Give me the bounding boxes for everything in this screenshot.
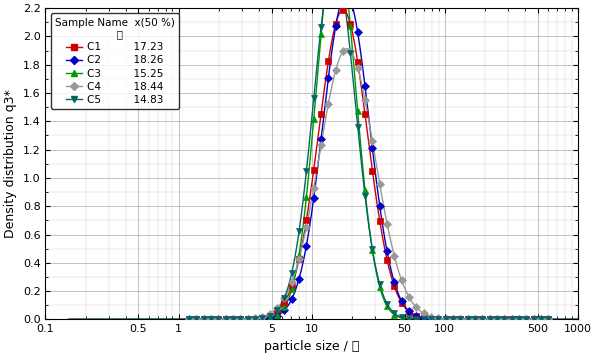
X-axis label: particle size / 萑: particle size / 萑 — [264, 340, 359, 353]
Y-axis label: Density distribution q3*: Density distribution q3* — [4, 89, 17, 238]
Legend: C1          17.23, C2          18.26, C3          15.25, C4          18.44, C5  : C1 17.23, C2 18.26, C3 15.25, C4 18.44, … — [51, 13, 179, 109]
